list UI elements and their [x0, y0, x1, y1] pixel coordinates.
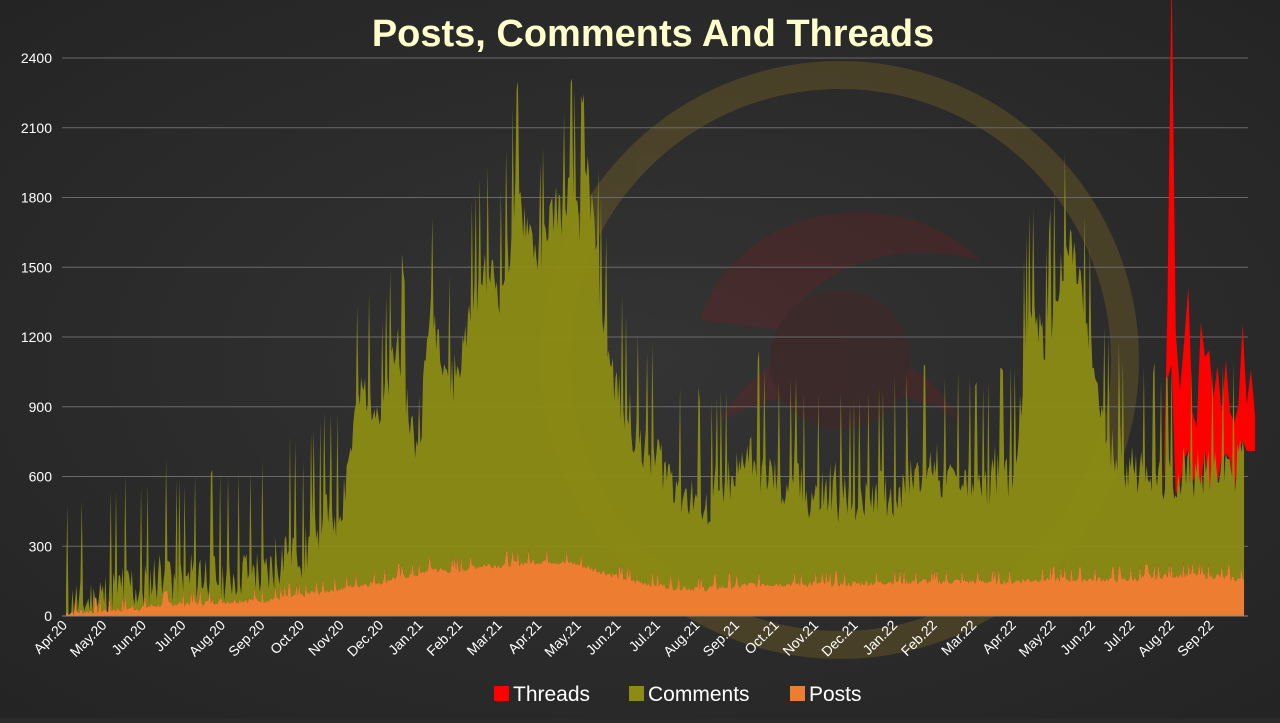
y-tick-label: 2400 [21, 50, 52, 66]
y-tick-label: 1500 [21, 259, 52, 275]
y-axis-ticks: 0 300 600 900 1200 1500 1800 2100 2400 [21, 50, 52, 624]
legend-label-posts: Posts [809, 683, 862, 706]
y-tick-label: 0 [44, 608, 52, 624]
series-threads-area [1159, 0, 1256, 500]
legend-swatch-comments [629, 686, 644, 701]
y-tick-label: 300 [29, 538, 53, 554]
y-tick-label: 2100 [21, 120, 52, 136]
legend: Threads Comments Posts [494, 683, 862, 706]
area-layer [65, 0, 1256, 616]
series-comments-area [65, 78, 1245, 615]
y-tick-label: 1800 [21, 190, 52, 206]
chart-title: Posts, Comments And Threads [372, 13, 934, 55]
series-posts-area [65, 547, 1245, 616]
legend-label-threads: Threads [513, 683, 590, 706]
y-tick-label: 900 [29, 399, 53, 415]
y-tick-label: 600 [29, 469, 53, 485]
legend-swatch-threads [494, 686, 509, 701]
legend-swatch-posts [790, 686, 805, 701]
y-tick-label: 1200 [21, 329, 52, 345]
legend-label-comments: Comments [648, 683, 750, 706]
